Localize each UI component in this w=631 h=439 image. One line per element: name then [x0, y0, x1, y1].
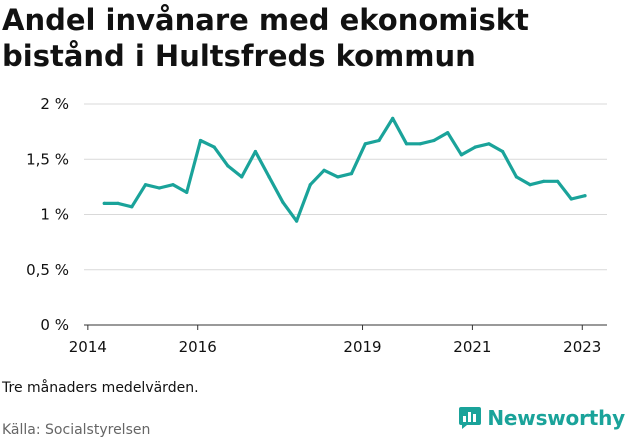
- data-point: [432, 138, 436, 143]
- data-point: [171, 183, 175, 187]
- source-credit: Källa: Socialstyrelsen: [2, 422, 151, 438]
- data-point: [473, 145, 477, 149]
- data-point: [556, 179, 560, 183]
- y-tick-label: 1 %: [40, 206, 69, 224]
- data-point: [349, 172, 354, 176]
- data-point: [418, 142, 422, 146]
- y-tick-label: 0 %: [40, 316, 69, 334]
- data-point: [322, 168, 326, 172]
- y-tick-label: 2 %: [40, 95, 69, 113]
- newsworthy-logo: Newsworthy: [458, 406, 625, 430]
- data-point: [404, 142, 409, 146]
- data-point: [130, 205, 134, 209]
- data-point: [157, 186, 161, 190]
- data-point: [501, 149, 505, 154]
- data-point: [240, 175, 244, 179]
- data-point: [446, 131, 450, 135]
- x-tick-label: 2021: [453, 338, 491, 356]
- y-tick-label: 1,5 %: [26, 150, 69, 168]
- x-tick-label: 2014: [69, 338, 107, 356]
- data-point: [198, 138, 203, 143]
- data-point: [143, 183, 148, 187]
- x-tick-label: 2019: [343, 338, 381, 356]
- data-point: [487, 142, 491, 146]
- data-point: [226, 164, 230, 168]
- data-point: [308, 183, 312, 187]
- data-point: [542, 179, 546, 183]
- data-point: [116, 201, 120, 205]
- data-point: [295, 219, 299, 223]
- series-group: [102, 116, 587, 223]
- x-tick-label: 2016: [179, 338, 217, 356]
- data-point: [459, 153, 463, 157]
- data-point: [281, 200, 285, 204]
- data-point: [102, 201, 106, 205]
- data-point: [377, 138, 381, 143]
- data-point: [336, 175, 340, 179]
- data-point: [583, 194, 587, 198]
- x-tick-label: 2023: [563, 338, 601, 356]
- y-tick-label: 0,5 %: [26, 261, 69, 279]
- newsworthy-chart-icon: [459, 407, 482, 429]
- data-point: [212, 145, 216, 149]
- data-point: [514, 175, 519, 179]
- chart-title: Andel invånare med ekonomiskt bistånd i …: [2, 3, 529, 73]
- brand-name: Newsworthy: [487, 406, 625, 430]
- data-point: [185, 190, 189, 194]
- x-axis-tick-labels: 2014 2016 2019 2021 2023: [69, 338, 602, 356]
- x-axis-ticks: [87, 325, 583, 330]
- data-point: [528, 183, 532, 187]
- data-point: [253, 149, 257, 154]
- series-line: [102, 116, 587, 223]
- data-point: [267, 175, 271, 179]
- y-gridlines: [84, 103, 607, 271]
- data-point: [363, 142, 367, 146]
- data-point: [569, 197, 573, 201]
- chart-note: Tre månaders medelvärden.: [2, 380, 199, 396]
- y-axis-tick-labels: 0 % 0,5 % 1 % 1,5 % 2 %: [26, 95, 69, 334]
- data-point: [391, 116, 395, 120]
